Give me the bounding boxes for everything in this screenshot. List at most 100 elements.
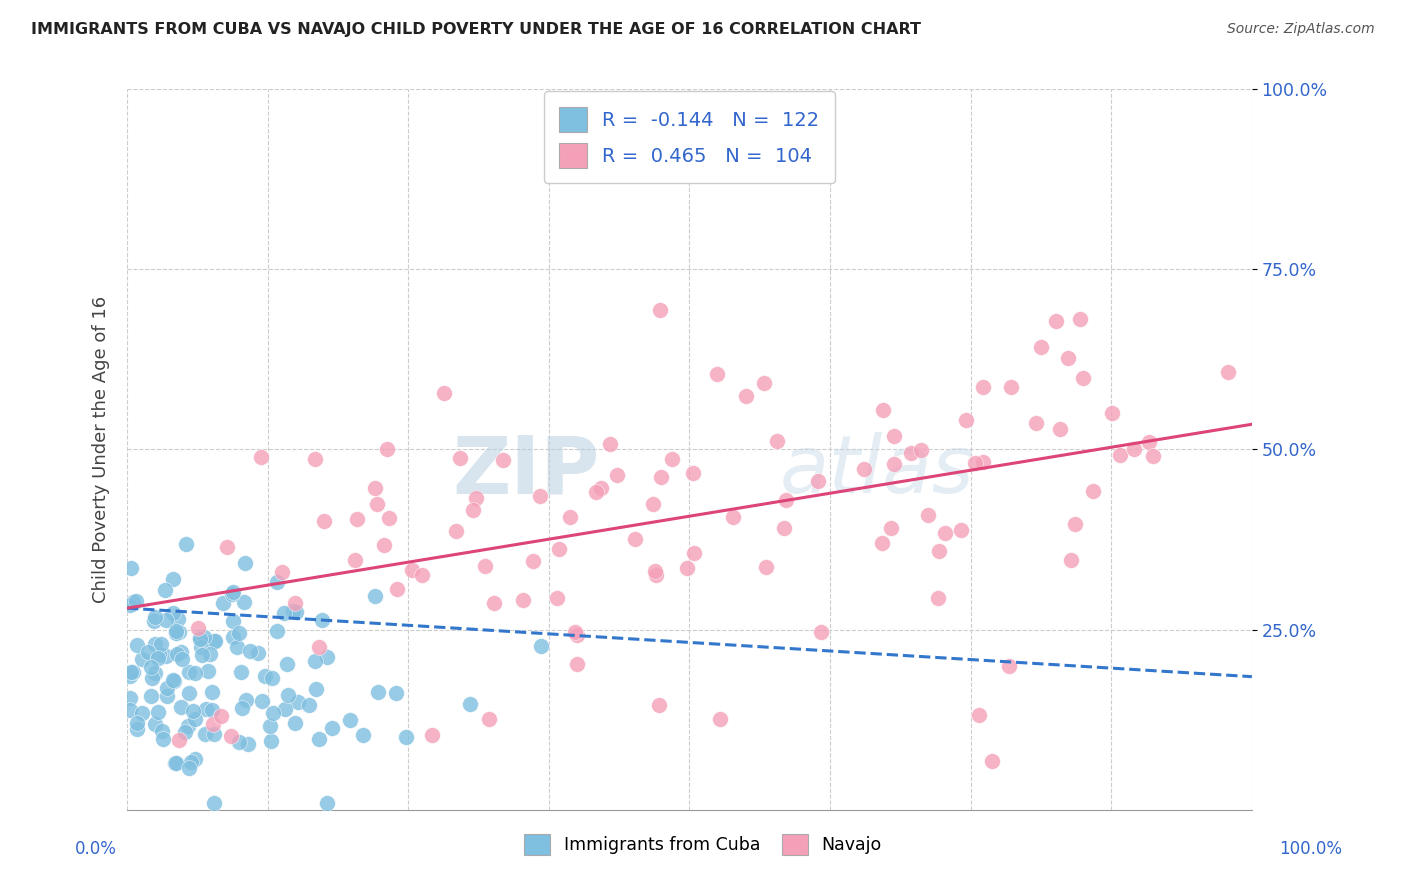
- Point: [755, 559, 778, 574]
- Point: [316, 796, 339, 810]
- Point: [1057, 351, 1080, 365]
- Point: [165, 756, 187, 771]
- Text: 100.0%: 100.0%: [1279, 840, 1341, 858]
- Point: [165, 626, 187, 640]
- Point: [188, 631, 211, 645]
- Point: [644, 564, 666, 578]
- Point: [373, 538, 395, 552]
- Point: [650, 302, 672, 317]
- Point: [266, 574, 288, 589]
- Point: [522, 554, 544, 568]
- Point: [183, 665, 205, 680]
- Point: [156, 681, 179, 695]
- Point: [120, 665, 142, 680]
- Text: atlas: atlas: [779, 432, 974, 510]
- Point: [676, 561, 699, 575]
- Point: [512, 593, 534, 607]
- Point: [385, 582, 408, 596]
- Point: [934, 525, 956, 540]
- Point: [1083, 483, 1105, 498]
- Point: [148, 648, 170, 662]
- Point: [352, 728, 374, 742]
- Point: [167, 625, 190, 640]
- Point: [204, 634, 226, 648]
- Point: [298, 698, 321, 712]
- Point: [201, 684, 224, 698]
- Legend: Immigrants from Cuba, Navajo: Immigrants from Cuba, Navajo: [516, 825, 890, 863]
- Point: [420, 727, 443, 741]
- Point: [765, 434, 787, 449]
- Point: [125, 716, 148, 731]
- Point: [547, 541, 569, 556]
- Point: [194, 702, 217, 716]
- Point: [474, 559, 496, 574]
- Point: [174, 724, 197, 739]
- Point: [235, 693, 257, 707]
- Point: [152, 732, 174, 747]
- Point: [1142, 450, 1164, 464]
- Point: [184, 712, 207, 726]
- Point: [170, 700, 193, 714]
- Point: [308, 640, 330, 654]
- Point: [142, 614, 165, 628]
- Point: [141, 671, 163, 685]
- Point: [364, 481, 387, 495]
- Point: [167, 733, 190, 747]
- Point: [1069, 311, 1091, 326]
- Point: [682, 466, 704, 480]
- Point: [228, 625, 250, 640]
- Point: [644, 567, 666, 582]
- Text: IMMIGRANTS FROM CUBA VS NAVAJO CHILD POVERTY UNDER THE AGE OF 16 CORRELATION CHA: IMMIGRANTS FROM CUBA VS NAVAJO CHILD POV…: [31, 22, 921, 37]
- Point: [177, 665, 200, 680]
- Point: [754, 376, 776, 390]
- Point: [165, 624, 187, 638]
- Point: [284, 605, 307, 619]
- Point: [589, 481, 612, 495]
- Point: [281, 604, 304, 618]
- Point: [565, 657, 588, 672]
- Point: [969, 708, 991, 723]
- Point: [395, 730, 418, 744]
- Point: [190, 640, 212, 655]
- Point: [276, 657, 298, 671]
- Point: [127, 639, 149, 653]
- Point: [184, 752, 207, 766]
- Point: [972, 455, 994, 469]
- Point: [222, 614, 245, 628]
- Point: [239, 644, 262, 658]
- Point: [222, 630, 245, 644]
- Point: [131, 706, 153, 721]
- Point: [169, 645, 191, 659]
- Point: [955, 413, 977, 427]
- Point: [1122, 442, 1144, 456]
- Point: [139, 660, 162, 674]
- Point: [529, 639, 551, 653]
- Text: 0.0%: 0.0%: [75, 840, 117, 858]
- Point: [312, 514, 335, 528]
- Point: [883, 458, 905, 472]
- Point: [131, 652, 153, 666]
- Point: [316, 650, 339, 665]
- Point: [385, 686, 408, 700]
- Point: [546, 591, 568, 605]
- Point: [1101, 406, 1123, 420]
- Point: [277, 689, 299, 703]
- Point: [872, 536, 894, 550]
- Y-axis label: Child Poverty Under the Age of 16: Child Poverty Under the Age of 16: [93, 296, 110, 603]
- Point: [150, 724, 173, 739]
- Point: [963, 456, 986, 470]
- Point: [599, 437, 621, 451]
- Point: [304, 654, 326, 668]
- Point: [125, 594, 148, 608]
- Point: [1029, 340, 1052, 354]
- Point: [177, 761, 200, 775]
- Point: [558, 509, 581, 524]
- Point: [529, 489, 551, 503]
- Point: [775, 492, 797, 507]
- Point: [284, 596, 307, 610]
- Point: [311, 613, 333, 627]
- Point: [176, 719, 198, 733]
- Point: [998, 659, 1021, 673]
- Point: [482, 596, 505, 610]
- Point: [735, 389, 758, 403]
